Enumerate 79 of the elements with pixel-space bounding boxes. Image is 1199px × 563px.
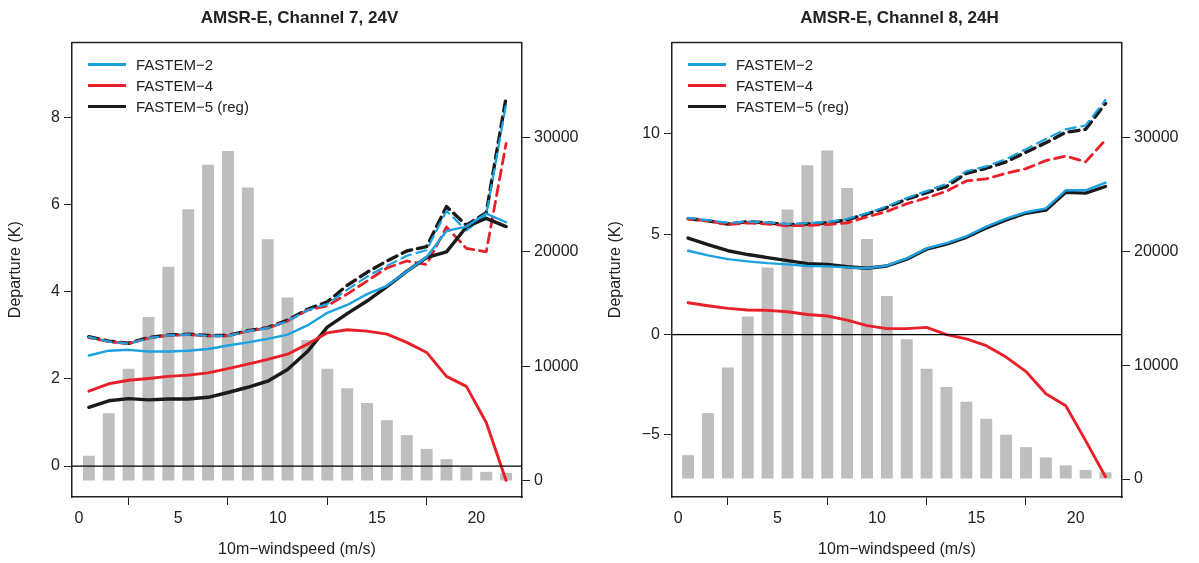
bar	[102, 413, 115, 481]
y-tick-label: 6	[51, 195, 61, 213]
bar	[920, 368, 933, 479]
x-tick-label: 15	[967, 509, 986, 527]
y-tick-label: 5	[651, 224, 661, 242]
bar	[162, 266, 175, 481]
line-series	[87, 142, 508, 346]
legend-label: FASTEM−4	[136, 76, 214, 97]
bar	[1059, 465, 1072, 479]
bar	[420, 448, 433, 481]
y2-tick-label: 30000	[534, 127, 579, 145]
legend-label: FASTEM−5 (reg)	[136, 97, 249, 118]
y2-tick-label: 20000	[534, 242, 579, 260]
bar	[341, 388, 354, 481]
y-tick-label: −5	[641, 425, 661, 443]
bar	[1020, 447, 1032, 479]
bar	[480, 471, 493, 481]
bar	[222, 150, 234, 481]
bar	[261, 239, 274, 481]
y2-tick-label: 10000	[1134, 355, 1179, 373]
bar	[380, 420, 393, 481]
x-tick-label: 5	[173, 509, 183, 527]
bar	[761, 267, 774, 479]
y2-tick-label: 10000	[534, 356, 579, 374]
bar	[682, 455, 695, 479]
y-tick-label: 10	[642, 124, 661, 142]
bar	[960, 401, 973, 479]
bar	[861, 239, 873, 479]
y-axis-title: Departure (K)	[6, 221, 24, 319]
bar	[1079, 469, 1092, 479]
y-tick-label: 4	[51, 282, 61, 300]
bar	[361, 403, 373, 481]
bar	[900, 339, 913, 479]
bar	[460, 467, 473, 481]
line-series	[686, 138, 1107, 228]
bar	[182, 209, 195, 481]
bar	[321, 368, 334, 481]
bar	[1000, 434, 1013, 479]
x-tick-label: 5	[773, 509, 783, 527]
y2-tick-label: 20000	[1134, 242, 1179, 260]
bar	[841, 187, 854, 479]
y2-tick-label: 0	[1134, 469, 1143, 487]
bar	[821, 150, 834, 479]
x-axis-title: 10m−windspeed (m/s)	[218, 539, 376, 557]
y-tick-label: 0	[651, 325, 661, 343]
chart-title: AMSR-E, Channel 8, 24H	[800, 7, 999, 27]
y-tick-label: 0	[51, 456, 61, 474]
bar	[1039, 457, 1052, 479]
x-tick-label: 15	[368, 509, 386, 527]
x-tick-label: 0	[673, 509, 683, 527]
x-tick-label: 0	[74, 509, 84, 527]
chart-title: AMSR-E, Channel 7, 24V	[200, 7, 399, 27]
bar	[241, 187, 254, 481]
bar	[880, 295, 893, 479]
bar	[980, 418, 993, 479]
bar	[721, 367, 734, 479]
bar	[400, 435, 413, 481]
bar	[940, 386, 953, 479]
legend-label: FASTEM−2	[136, 55, 214, 76]
x-tick-label: 10	[868, 509, 886, 527]
bar	[801, 165, 814, 479]
legend-label: FASTEM−2	[736, 55, 814, 76]
y-axis-title: Departure (K)	[606, 221, 624, 319]
bar	[122, 368, 135, 481]
x-axis-title: 10m−windspeed (m/s)	[818, 539, 976, 557]
legend-label: FASTEM−4	[736, 76, 814, 97]
y2-tick-label: 30000	[1134, 128, 1179, 146]
y-tick-label: 2	[51, 369, 61, 387]
legend-label: FASTEM−5 (reg)	[736, 97, 849, 118]
y-tick-label: 8	[51, 108, 61, 126]
x-tick-label: 10	[268, 509, 287, 527]
bar	[702, 413, 714, 479]
x-tick-label: 20	[467, 509, 486, 527]
bar	[741, 316, 754, 479]
x-tick-label: 20	[1066, 509, 1085, 527]
y2-tick-label: 0	[534, 471, 543, 489]
bar	[301, 340, 314, 481]
bar	[202, 164, 215, 481]
bar	[281, 297, 294, 481]
